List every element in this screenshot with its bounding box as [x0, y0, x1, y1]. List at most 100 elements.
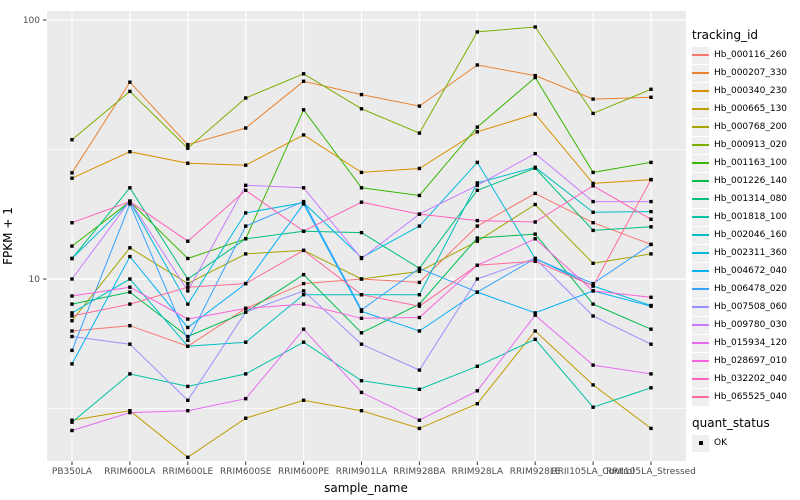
data-point-marker — [417, 104, 422, 108]
legend-key-swatch — [692, 82, 709, 100]
data-point-marker — [591, 184, 595, 188]
x-tick-label: RRIM901LA — [336, 467, 388, 477]
data-point-marker — [591, 111, 595, 116]
legend-entry-label: Hb_001226_140 — [714, 176, 788, 186]
legend-key-line-icon — [692, 90, 709, 92]
data-point-marker — [417, 224, 422, 228]
data-point-marker — [591, 281, 595, 286]
legend-key-line-icon — [692, 144, 709, 146]
data-point-marker — [417, 212, 422, 216]
data-point-marker — [301, 186, 306, 190]
data-point-marker — [649, 87, 653, 91]
data-point-marker — [128, 342, 132, 346]
data-point-marker — [417, 387, 422, 391]
data-point-marker — [359, 230, 364, 235]
data-point-marker — [533, 329, 537, 333]
legend-key-line-icon — [692, 378, 709, 380]
data-point-marker — [70, 420, 74, 424]
data-point-marker — [301, 398, 306, 402]
legend-key-swatch — [692, 334, 709, 352]
data-point-marker — [244, 224, 248, 228]
data-point-marker — [128, 202, 132, 206]
data-point-marker — [649, 327, 653, 331]
data-point-marker — [70, 176, 74, 180]
data-point-marker — [591, 289, 595, 293]
data-point-marker — [417, 266, 422, 270]
x-tick-label: PB350LA — [52, 467, 93, 477]
data-point-marker — [186, 334, 190, 339]
data-point-marker — [244, 252, 248, 256]
data-point-marker — [475, 277, 479, 281]
data-point-marker — [359, 170, 364, 175]
data-point-marker — [359, 342, 364, 346]
data-point-marker — [301, 248, 306, 253]
legend-key-swatch — [692, 154, 709, 172]
data-point-marker — [301, 281, 306, 286]
legend-entry-Hb_000340_230: Hb_000340_230 — [692, 82, 798, 100]
data-point-marker — [649, 426, 653, 431]
data-point-marker — [70, 348, 74, 353]
data-point-marker — [649, 304, 653, 308]
data-point-marker — [533, 151, 537, 156]
legend-entry-label: Hb_001314_080 — [714, 194, 788, 204]
legend-key-line-icon — [692, 162, 709, 164]
legend-entry-label: Hb_000116_260 — [714, 50, 788, 60]
legend-entry-label: Hb_006478_020 — [714, 284, 788, 294]
data-point-marker — [475, 290, 479, 294]
data-point-marker — [649, 386, 653, 390]
data-point-marker — [417, 315, 422, 320]
data-point-marker — [70, 311, 74, 315]
legend-key-line-icon — [692, 396, 709, 398]
data-point-marker — [359, 293, 364, 297]
data-point-marker — [301, 302, 306, 306]
legend-key-line-icon — [692, 342, 709, 344]
data-point-marker — [533, 202, 537, 207]
legend-key-swatch — [692, 298, 709, 316]
legend-title-quant-status: quant_status — [692, 416, 770, 430]
data-point-marker — [70, 362, 74, 366]
legend-entry-label: Hb_004672_040 — [714, 266, 788, 276]
data-point-marker — [128, 199, 132, 204]
data-point-marker — [533, 73, 537, 78]
data-point-marker — [70, 319, 74, 323]
legend-entry-Hb_000768_200: Hb_000768_200 — [692, 118, 798, 136]
data-point-marker — [533, 259, 537, 263]
data-point-marker — [128, 302, 132, 306]
data-point-marker — [359, 186, 364, 190]
data-point-marker — [649, 95, 653, 99]
legend-key-line-icon — [692, 288, 709, 290]
legend-entry-Hb_015934_120: Hb_015934_120 — [692, 334, 798, 352]
legend-entry-label: Hb_000768_200 — [714, 122, 788, 132]
legend-entry-Hb_028697_010: Hb_028697_010 — [692, 352, 798, 370]
quant-ok-label: OK — [714, 438, 727, 448]
legend-key-line-icon — [692, 306, 709, 308]
data-point-marker — [649, 199, 653, 204]
data-point-marker — [128, 277, 132, 281]
legend-entry-label: Hb_007508_060 — [714, 302, 788, 312]
data-point-marker — [417, 418, 422, 422]
data-point-marker — [591, 221, 595, 225]
data-point-marker — [128, 324, 132, 328]
x-tick-label: RRIM928LE — [510, 467, 561, 477]
y-tick-label: 100 — [23, 16, 40, 26]
data-point-marker — [533, 75, 537, 80]
data-point-marker — [475, 218, 479, 223]
legend-key-line-icon — [692, 324, 709, 326]
data-point-marker — [70, 171, 74, 175]
black-square-marker-icon — [698, 441, 703, 445]
legend-entry-Hb_007508_060: Hb_007508_060 — [692, 298, 798, 316]
data-point-marker — [301, 289, 306, 293]
data-point-marker — [301, 79, 306, 83]
data-point-marker — [591, 383, 595, 387]
data-point-marker — [475, 224, 479, 228]
data-point-marker — [244, 372, 248, 376]
data-point-marker — [244, 416, 248, 420]
legend-key-swatch — [692, 190, 709, 208]
data-point-marker — [591, 181, 595, 186]
data-point-marker — [591, 314, 595, 318]
data-point-marker — [128, 290, 132, 294]
data-point-marker — [475, 160, 479, 165]
legend-entry-Hb_000207_330: Hb_000207_330 — [692, 64, 798, 82]
x-tick-label: RRII105LA_Control — [551, 467, 634, 477]
data-point-marker — [70, 329, 74, 333]
